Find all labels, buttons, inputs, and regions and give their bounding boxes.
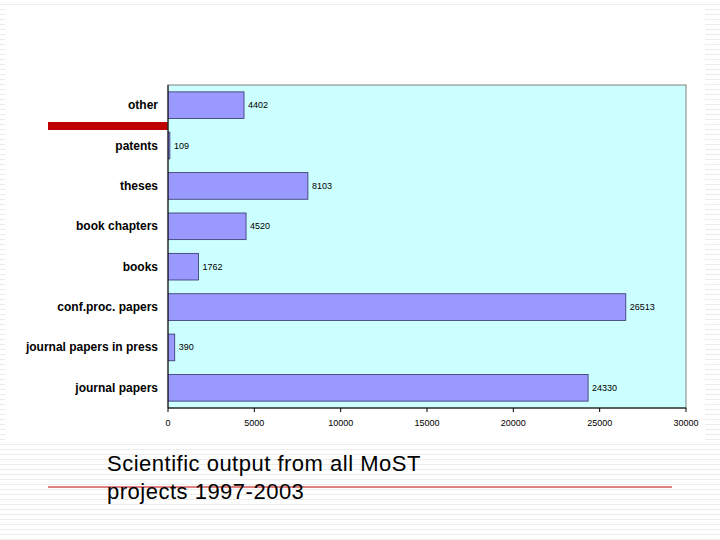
bar [168,374,588,401]
decor-bar [48,122,168,130]
caption: Scientific output from all MoST projects… [107,450,467,506]
category-label: journal papers in press [25,340,158,354]
bar [168,294,626,321]
tick [427,408,428,412]
tick [599,408,600,412]
category-label: book chapters [76,219,158,233]
category-label: patents [115,139,158,153]
category-label: books [123,260,159,274]
data-label: 4402 [248,100,268,110]
category-label: theses [120,179,158,193]
data-label: 24330 [592,383,617,393]
tick-label: 10000 [328,418,353,428]
tick-label: 20000 [501,418,526,428]
tick-label: 25000 [587,418,612,428]
bar [168,173,308,200]
labels: other 4402 patents 109 theses 8103 book chapte… [25,98,699,428]
category-axis [168,85,169,408]
tick [168,408,169,412]
data-label: 4520 [250,221,270,231]
tick-label: 15000 [414,418,439,428]
bars [168,92,626,401]
plot-area [168,85,686,408]
bar [168,213,246,240]
data-label: 8103 [312,181,332,191]
tick-label: 0 [165,418,170,428]
bar [168,253,198,280]
category-label: conf.proc. papers [57,300,158,314]
tick [513,408,514,412]
tick [686,408,687,412]
data-label: 390 [179,342,194,352]
category-label: other [128,98,158,112]
bar [168,334,175,361]
data-label: 1762 [202,262,222,272]
tick [340,408,341,412]
bar [168,92,244,119]
data-label: 26513 [630,302,655,312]
tick [254,408,255,412]
tick-label: 5000 [244,418,264,428]
tick-label: 30000 [673,418,698,428]
data-label: 109 [174,141,189,151]
category-label: journal papers [74,381,158,395]
chart-area [5,8,705,440]
